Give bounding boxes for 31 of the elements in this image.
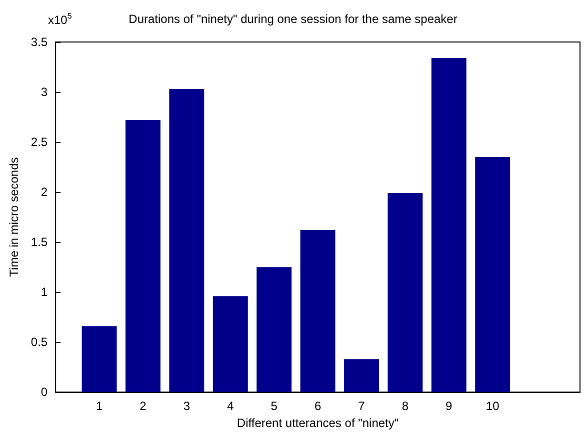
x-tick-label: 9 (446, 399, 453, 414)
x-tick-label: 1 (96, 399, 103, 414)
bar (344, 359, 379, 392)
x-tick-label: 10 (486, 399, 500, 414)
x-tick-label: 2 (140, 399, 147, 414)
y-tick-label: 2 (40, 185, 48, 200)
y-tick-label: 3.5 (30, 35, 48, 49)
bar (82, 326, 117, 392)
bar (300, 230, 336, 392)
bar (475, 157, 510, 392)
y-tick-label: 1.5 (30, 235, 48, 250)
y-tick-label: 0 (40, 385, 48, 400)
chart-title: Durations of "ninety" during one session for the same speaker (128, 12, 458, 26)
bar (212, 296, 248, 392)
x-tick-label: 8 (402, 399, 409, 414)
y-tick-label: 2.5 (30, 135, 48, 150)
bar (388, 193, 423, 392)
bar (431, 58, 466, 392)
x-tick-label: 6 (314, 399, 322, 414)
y-tick-label: 3 (40, 85, 48, 100)
x-tick-label: 3 (183, 399, 190, 414)
y-axis-title: Time in micro seconds (7, 157, 21, 277)
y-tick-label: 1 (40, 285, 48, 300)
x-tick-label: 7 (358, 399, 366, 414)
y-tick-label: 0.5 (30, 335, 48, 350)
x-axis-title: Different utterances of "ninety" (236, 416, 399, 430)
x-tick-label: 4 (227, 399, 234, 414)
x-tick-label: 5 (270, 399, 278, 414)
bar (256, 267, 292, 392)
bar (126, 120, 160, 392)
bar (169, 89, 204, 392)
